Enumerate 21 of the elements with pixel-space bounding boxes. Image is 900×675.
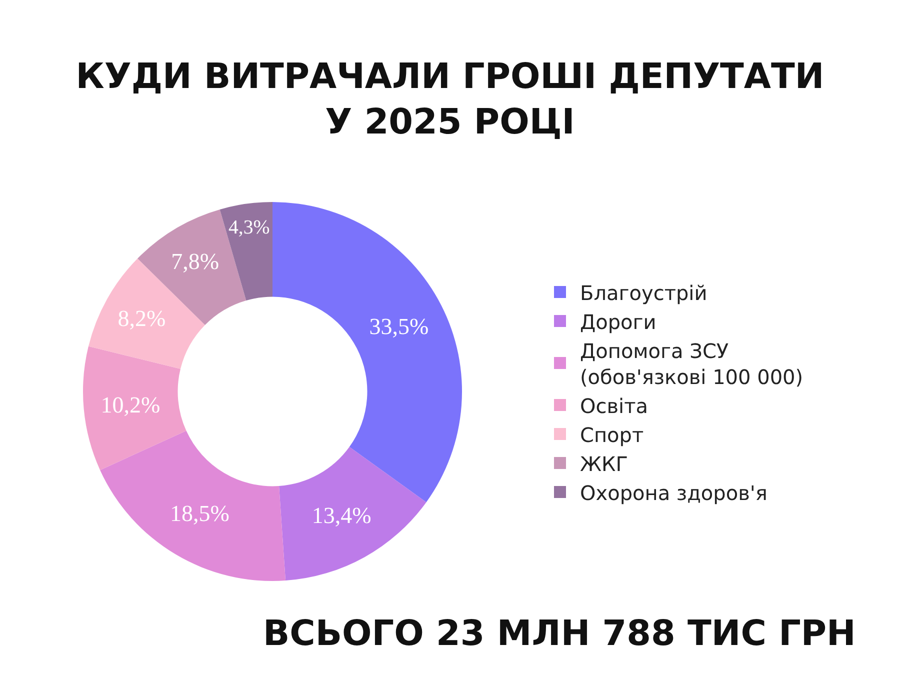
data-label: 7,8%	[171, 249, 220, 274]
legend-label: Дороги	[580, 310, 656, 334]
legend-label: Охорона здоров'я	[580, 480, 768, 505]
donut-slice	[279, 446, 426, 581]
data-label: 4,3%	[228, 216, 270, 238]
donut-slice	[100, 430, 286, 581]
legend-label: Благоустрій	[580, 280, 708, 305]
text: ВСЬОГО 23 МЛН 788 ТИС ГРН	[263, 614, 856, 654]
legend-label: Освіта	[580, 394, 648, 418]
data-label: 13,4%	[312, 503, 372, 528]
donut-slice	[272, 202, 462, 502]
data-label: 10,2%	[100, 392, 160, 418]
chart-title: КУДИ ВИТРАЧАЛИ ГРОШІ ДЕПУТАТИ У 2025 РОЦІ	[76, 57, 824, 142]
legend-label: Допомога ЗСУ (обов'язкові 100 000)	[580, 338, 804, 389]
donut-slice	[220, 202, 272, 300]
data-label: 8,2%	[118, 306, 166, 331]
legend-label: ЖКГ	[580, 452, 628, 476]
data-label: 18,5%	[170, 501, 230, 526]
legend-label: Спорт	[580, 422, 644, 447]
data-label: 33,5%	[369, 314, 429, 340]
donut-slice	[83, 346, 186, 470]
